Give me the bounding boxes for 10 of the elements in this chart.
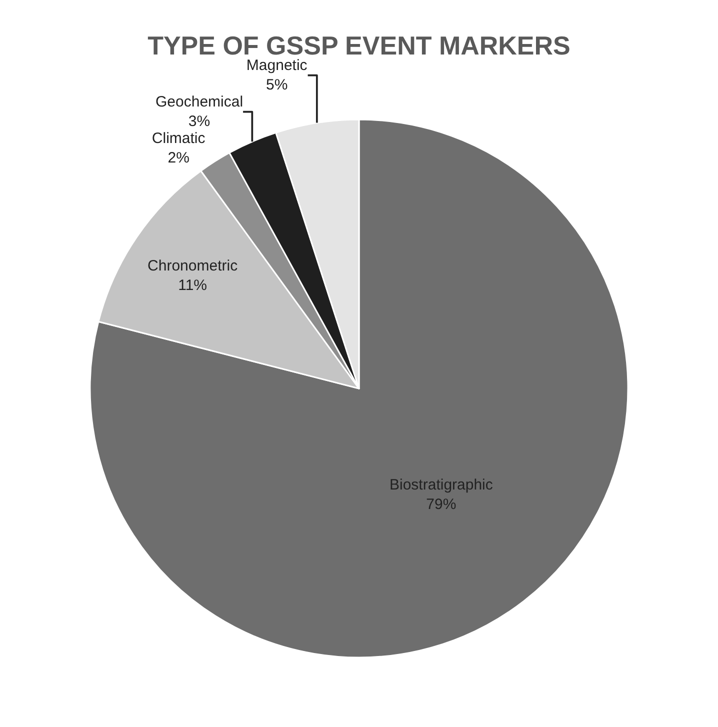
slice-label: Geochemical (155, 94, 244, 111)
data-label: 11% (178, 276, 208, 294)
slice-label: Climatic (152, 130, 206, 148)
slice-label: Magnetic (246, 57, 308, 74)
data-label: 2% (168, 150, 190, 167)
data-label: 5% (266, 76, 288, 94)
data-label: 79% (426, 496, 456, 514)
data-label: 3% (188, 113, 210, 130)
slice-label: Chronometric (148, 257, 238, 274)
slice-label: Biostratigraphic (389, 476, 494, 494)
